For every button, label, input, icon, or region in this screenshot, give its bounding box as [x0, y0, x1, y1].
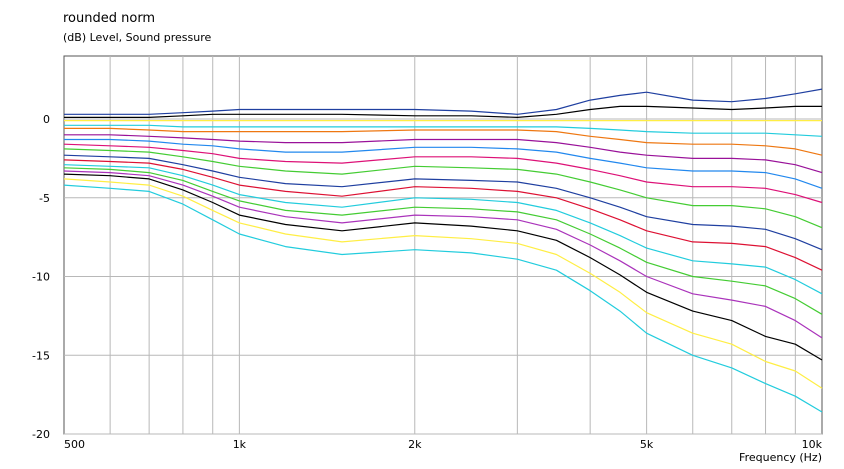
- x-tick-label: 2k: [408, 438, 422, 451]
- series-line-9: [63, 148, 823, 229]
- series-line-10: [63, 154, 823, 251]
- y-tick-label: -10: [32, 271, 50, 284]
- x-tick-label: 1k: [233, 438, 247, 451]
- x-tick-label: 5k: [640, 438, 654, 451]
- y-tick-labels: 0 -5 -10 -15 -20: [32, 113, 50, 441]
- series-line-15: [63, 173, 823, 361]
- series-line-13: [63, 167, 823, 315]
- series-line-17: [63, 184, 823, 413]
- series-line-1: [64, 88, 823, 115]
- y-tick-label: 0: [43, 113, 50, 126]
- series-line-11: [63, 159, 823, 271]
- series-line-12: [63, 164, 823, 295]
- series-line-14: [63, 170, 823, 339]
- series-line-16: [63, 178, 823, 389]
- series-group: [63, 88, 823, 413]
- series-line-7: [64, 138, 823, 189]
- chart-title: rounded norm: [63, 11, 156, 26]
- x-tick-label: 10k: [802, 438, 823, 451]
- series-line-4: [64, 124, 823, 137]
- y-tick-label: -15: [32, 349, 50, 362]
- y-tick-label: -20: [32, 428, 50, 441]
- series-line-8: [63, 143, 823, 204]
- y-axis-label: (dB) Level, Sound pressure: [63, 31, 212, 44]
- x-tick-labels: 500 1k 2k 5k 10k: [64, 438, 823, 451]
- grid: [64, 56, 822, 435]
- series-line-5: [64, 127, 823, 156]
- x-axis-label: Frequency (Hz): [739, 451, 822, 464]
- y-tick-label: -5: [39, 192, 50, 205]
- series-line-6: [64, 134, 823, 174]
- series-line-2: [64, 105, 822, 119]
- x-tick-label: 500: [64, 438, 85, 451]
